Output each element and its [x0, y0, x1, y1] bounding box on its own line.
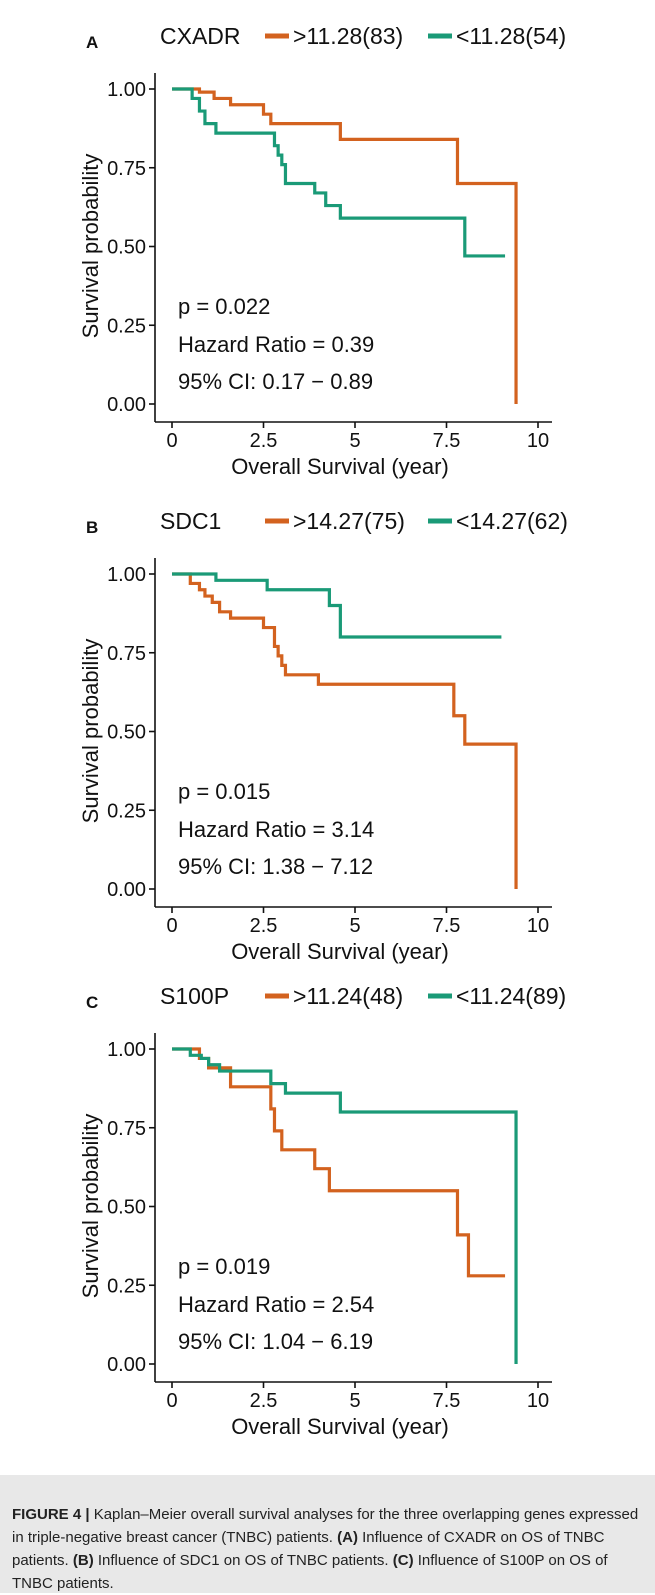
- stats-annotation: Hazard Ratio = 2.54: [178, 1292, 374, 1317]
- y-tick-label: 0.50: [107, 237, 146, 259]
- stats-annotation: p = 0.015: [178, 779, 270, 804]
- survival-curve-low: [172, 1047, 518, 1364]
- gene-name: SDC1: [160, 508, 221, 534]
- legend-entry: <11.24(89): [456, 983, 566, 1009]
- y-tick-label: 1.00: [107, 79, 146, 101]
- x-tick-label: 10: [527, 1390, 549, 1412]
- survival-curve-high: [172, 1047, 506, 1278]
- survival-curve-low: [172, 572, 502, 639]
- chart-panel-c: C S100P >11.24(48) <11.24(89) 0.00 0.25 0.50 0.…: [0, 960, 655, 1445]
- survival-curve-high: [172, 87, 518, 404]
- caption-panel-b-label: (B): [72, 1552, 94, 1569]
- x-tick-label: 7.5: [433, 430, 461, 452]
- x-tick-label: 10: [527, 430, 549, 452]
- x-tick-label: 5: [349, 1390, 360, 1412]
- legend-entry: >11.28(83): [293, 23, 403, 49]
- chart-panel-b: B SDC1 >14.27(75) <14.27(62) 0.00 0.25 0.50 0.7…: [0, 485, 655, 970]
- x-tick-label: 2.5: [250, 1390, 278, 1412]
- y-tick-label: 0.75: [107, 1118, 146, 1140]
- survival-curve-low: [172, 87, 506, 258]
- km-plot-c: C S100P >11.24(48) <11.24(89) 0.00 0.25 0.50 0.…: [78, 983, 566, 1439]
- caption-text-intro: Kaplan–Meier overall survival analyses f…: [12, 1506, 639, 1546]
- figure: A CXADR >11.28(83) <11.28(54) 0.00 0.25 0.50 0.…: [0, 0, 655, 1445]
- x-tick-label: 5: [349, 430, 360, 452]
- caption-figure-label: FIGURE 4 |: [12, 1506, 90, 1523]
- y-axis-label: Survival probability: [78, 639, 103, 824]
- y-tick-label: 0.00: [107, 1354, 146, 1376]
- y-tick-label: 0.00: [107, 879, 146, 901]
- gene-name: CXADR: [160, 23, 241, 49]
- y-tick-label: 0.25: [107, 1275, 146, 1297]
- stats-annotation: p = 0.019: [178, 1254, 270, 1279]
- km-plot-a: A CXADR >11.28(83) <11.28(54) 0.00 0.25 0.50 0.…: [78, 23, 566, 479]
- legend-entry: <14.27(62): [456, 508, 568, 534]
- gene-name: S100P: [160, 983, 229, 1009]
- x-axis-label: Overall Survival (year): [231, 939, 449, 964]
- chart-panel-a: A CXADR >11.28(83) <11.28(54) 0.00 0.25 0.50 0.…: [0, 0, 655, 485]
- y-tick-label: 0.25: [107, 800, 146, 822]
- y-axis-label: Survival probability: [78, 1114, 103, 1299]
- x-tick-label: 0: [166, 1390, 177, 1412]
- caption-text-b: Influence of SDC1 on OS of TNBC patients…: [93, 1552, 393, 1569]
- y-axis-label: Survival probability: [78, 154, 103, 339]
- stats-annotation: 95% CI: 0.17 − 0.89: [178, 369, 373, 394]
- x-tick-label: 7.5: [433, 1390, 461, 1412]
- y-tick-label: 0.50: [107, 722, 146, 744]
- stats-annotation: 95% CI: 1.38 − 7.12: [178, 854, 373, 879]
- panel-label: B: [86, 518, 98, 537]
- x-axis-label: Overall Survival (year): [231, 1414, 449, 1439]
- km-plot-b: B SDC1 >14.27(75) <14.27(62) 0.00 0.25 0.50 0.7…: [78, 508, 568, 964]
- y-tick-label: 0.50: [107, 1197, 146, 1219]
- x-tick-label: 7.5: [433, 915, 461, 937]
- y-tick-label: 0.75: [107, 158, 146, 180]
- x-tick-label: 2.5: [250, 430, 278, 452]
- caption-panel-c-label: (C): [392, 1552, 414, 1569]
- survival-curve-high: [172, 572, 518, 889]
- legend-entry: >14.27(75): [293, 508, 405, 534]
- stats-annotation: Hazard Ratio = 3.14: [178, 817, 374, 842]
- y-tick-label: 0.75: [107, 643, 146, 665]
- stats-annotation: p = 0.022: [178, 294, 270, 319]
- caption-panel-a-label: (A): [337, 1529, 358, 1546]
- stats-annotation: 95% CI: 1.04 − 6.19: [178, 1329, 373, 1354]
- x-axis-label: Overall Survival (year): [231, 454, 449, 479]
- panel-label: A: [86, 33, 98, 52]
- y-tick-label: 0.25: [107, 315, 146, 337]
- legend-entry: <11.28(54): [456, 23, 566, 49]
- stats-annotation: Hazard Ratio = 0.39: [178, 332, 374, 357]
- y-tick-label: 1.00: [107, 564, 146, 586]
- x-tick-label: 0: [166, 915, 177, 937]
- caption-text-a: Influence of CXADR on OS of TNBC patient…: [12, 1529, 605, 1569]
- figure-caption: FIGURE 4 | Kaplan–Meier overall survival…: [0, 1475, 655, 1593]
- panel-label: C: [86, 993, 98, 1012]
- y-tick-label: 1.00: [107, 1039, 146, 1061]
- x-tick-label: 10: [527, 915, 549, 937]
- x-tick-label: 0: [166, 430, 177, 452]
- caption-text-c: Influence of S100P on OS of TNBC patient…: [12, 1552, 608, 1592]
- y-tick-label: 0.00: [107, 394, 146, 416]
- legend-entry: >11.24(48): [293, 983, 403, 1009]
- x-tick-label: 5: [349, 915, 360, 937]
- x-tick-label: 2.5: [250, 915, 278, 937]
